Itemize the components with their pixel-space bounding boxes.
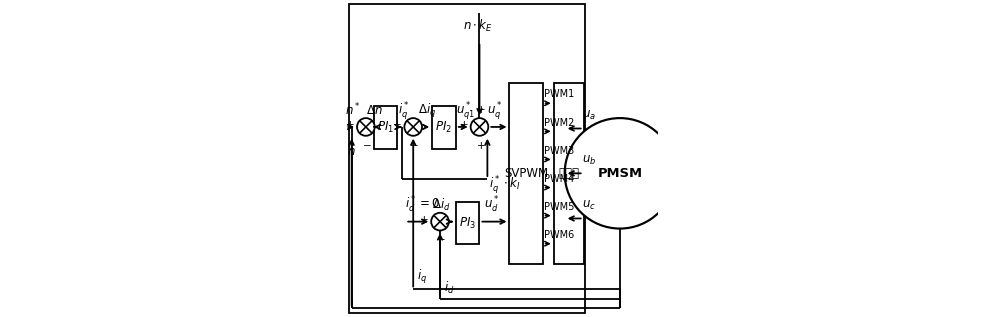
Text: $i_d$: $i_d$ [444,280,454,296]
Text: PWM2: PWM2 [544,118,574,127]
Text: $u_d^*$: $u_d^*$ [484,195,500,215]
Bar [509,83,543,264]
Text: $n$: $n$ [347,145,356,158]
Text: $-$: $-$ [362,139,372,149]
Text: $\Delta n$: $\Delta n$ [366,104,383,117]
Circle shape [404,118,422,136]
Text: $u_{q1}^*$: $u_{q1}^*$ [456,100,475,121]
Text: PMSM: PMSM [597,167,642,180]
Text: $-$: $-$ [409,139,419,149]
Text: $n \cdot k_E$: $n \cdot k_E$ [463,18,493,34]
Text: $i_q^*$: $i_q^*$ [398,100,410,121]
Text: PWM4: PWM4 [544,174,574,184]
Circle shape [357,118,375,136]
Text: $+$: $+$ [476,139,485,151]
Text: $\Delta i_q$: $\Delta i_q$ [418,101,436,120]
Text: $\Delta i_d$: $\Delta i_d$ [432,197,451,213]
Text: $i_d^* = 0$: $i_d^* = 0$ [405,195,440,215]
Text: $n^*$: $n^*$ [345,101,361,118]
Text: $u_q^*$: $u_q^*$ [487,100,502,121]
Text: $u_a$: $u_a$ [582,109,596,122]
Circle shape [565,118,675,229]
Text: $+$: $+$ [419,214,429,225]
Text: $+$: $+$ [392,119,402,130]
Text: PWM6: PWM6 [544,230,574,240]
Text: $+$: $+$ [476,104,485,115]
Text: PWM1: PWM1 [544,89,574,100]
Text: $u_b$: $u_b$ [582,153,596,167]
Bar [374,107,397,149]
Text: SVPWM: SVPWM [504,167,548,180]
Circle shape [431,213,449,230]
Bar [432,107,456,149]
Text: $PI_1$: $PI_1$ [377,120,394,135]
Text: PWM5: PWM5 [544,202,574,212]
Text: $+$: $+$ [459,119,468,130]
Text: PWM3: PWM3 [544,146,574,156]
Bar [554,83,584,264]
Text: $-$: $-$ [436,234,446,243]
Circle shape [471,118,488,136]
Bar [456,202,479,244]
Text: 逆变器: 逆变器 [558,167,579,180]
Text: $i_q^* \cdot k_I$: $i_q^* \cdot k_I$ [489,174,520,196]
Text: $PI_3$: $PI_3$ [459,216,476,230]
Bar [349,4,585,313]
Text: $PI_2$: $PI_2$ [435,120,452,135]
Text: $+$: $+$ [345,119,355,130]
Text: $u_c$: $u_c$ [582,199,596,212]
Text: $i_q$: $i_q$ [417,268,427,286]
